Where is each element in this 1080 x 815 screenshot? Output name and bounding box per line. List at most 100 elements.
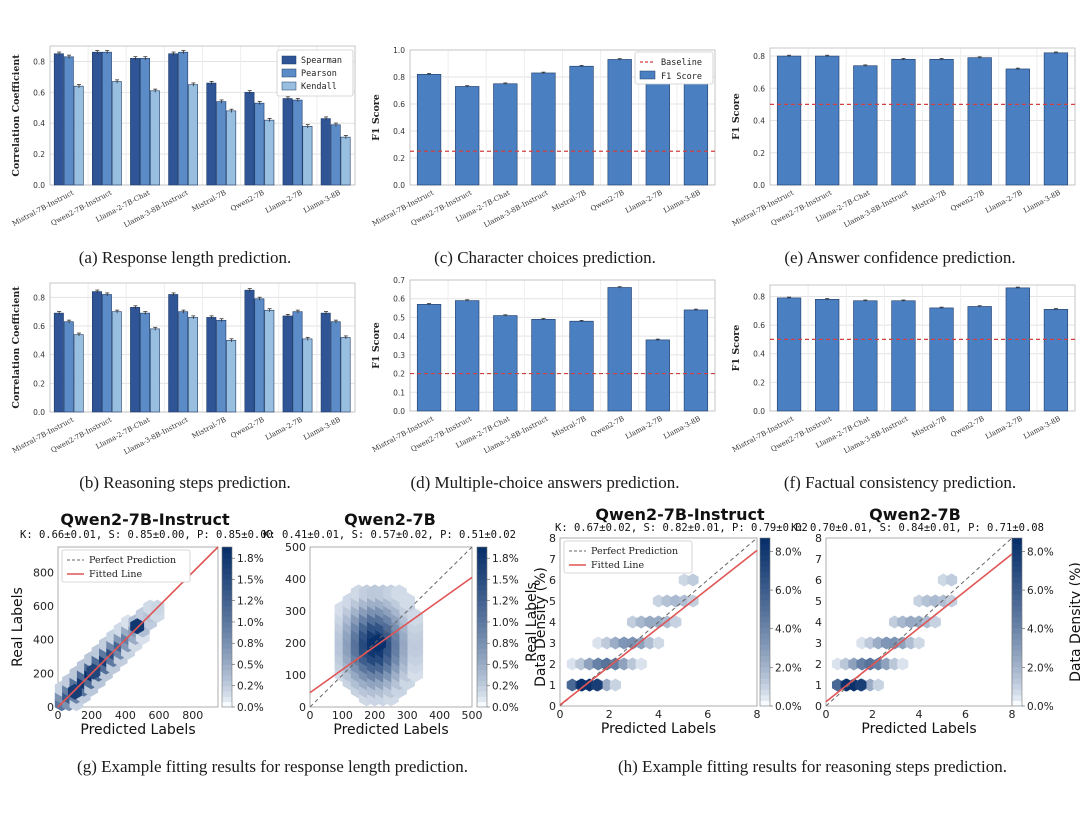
heatmap-panel-g2: 0 100 200 300 400 500 0 100 200 300 400 500 Predicte… xyxy=(265,540,549,750)
colorbar-segment xyxy=(1012,627,1022,634)
y-tick-label: 100 xyxy=(285,669,306,682)
colorbar-segment xyxy=(222,632,232,639)
bar xyxy=(140,58,150,186)
bar xyxy=(92,51,102,186)
x-tick-label: Llama-3-8B-Instruct xyxy=(483,415,550,456)
caption-d: (d) Multiple-choice answers prediction. xyxy=(410,473,680,492)
axes-frame xyxy=(769,284,1076,412)
bar xyxy=(569,320,594,412)
heatmap-subtitle-g2: K: 0.41±0.01, S: 0.57±0.02, P: 0.51±0.02 xyxy=(263,529,516,541)
bar xyxy=(302,338,313,413)
colorbar-segment xyxy=(477,680,487,687)
density-hexbin xyxy=(592,657,604,671)
fitted-line xyxy=(825,553,1013,703)
y-tick-label: 0.8 xyxy=(33,293,45,302)
colorbar-segment xyxy=(760,638,770,645)
colorbar-segment xyxy=(477,616,487,623)
colorbar-segment xyxy=(222,568,232,575)
bar xyxy=(178,311,189,413)
colorbar-segment xyxy=(222,685,232,692)
density-hexbin xyxy=(635,615,647,629)
colorbar-frame xyxy=(221,546,233,708)
legend-swatch xyxy=(281,81,297,91)
colorbar-segment xyxy=(1012,538,1022,545)
colorbar-label: Data Density (%) xyxy=(1068,562,1080,682)
colorbar-segment xyxy=(222,664,232,671)
colorbar-segment xyxy=(477,557,487,564)
bar xyxy=(140,312,150,413)
bar xyxy=(853,300,878,412)
colorbar-tick-label: 1.0% xyxy=(492,617,519,629)
colorbar-tick-label: 1.2% xyxy=(237,596,264,608)
colorbar-segment xyxy=(1012,689,1022,696)
y-axis-label: F1 Score xyxy=(371,322,382,369)
colorbar-segment xyxy=(477,579,487,585)
y-tick-label: 0.4 xyxy=(753,350,765,359)
colorbar-segment xyxy=(477,605,487,612)
x-tick-label: Mistral-7B-Instruct xyxy=(371,189,435,228)
chart-panel-f: 0.0 0.2 0.4 0.6 0.8 Mistral-7B-Instruct Qwen2-… xyxy=(720,275,1080,470)
x-tick-label: 100 xyxy=(332,709,353,722)
colorbar-tick-label: 1.5% xyxy=(492,574,519,586)
colorbar-segment xyxy=(222,563,232,569)
colorbar-segment xyxy=(760,554,770,561)
y-axis-label: Real Labels xyxy=(10,587,26,667)
density-hexbin xyxy=(687,573,699,587)
x-tick-label: Llama-3-8B xyxy=(662,415,702,441)
bar xyxy=(101,51,112,186)
legend-swatch xyxy=(639,70,656,80)
colorbar-segment xyxy=(477,563,487,569)
y-tick-label: 7 xyxy=(549,553,556,566)
colorbar-segment xyxy=(222,547,232,553)
density-hexbin xyxy=(609,636,621,650)
colorbar-segment xyxy=(1012,661,1022,668)
y-tick-label: 0.4 xyxy=(753,117,765,126)
x-tick-label: Qwen2-7B xyxy=(229,416,265,440)
bar xyxy=(302,126,313,186)
colorbar-segment xyxy=(222,696,232,703)
x-tick-label: Qwen2-7B xyxy=(589,189,625,213)
colorbar-segment xyxy=(1012,666,1022,673)
colorbar-segment xyxy=(760,655,770,662)
caption-f: (f) Factual consistency prediction. xyxy=(783,473,1017,492)
x-axis-label: Predicted Labels xyxy=(80,722,195,738)
chart-d-svg: 0.0 0.1 0.2 0.3 0.4 0.5 0.6 0.7 Mistral-7B-Instr… xyxy=(371,276,716,456)
bar xyxy=(149,328,160,413)
colorbar-segment xyxy=(477,573,487,580)
x-tick-label: 300 xyxy=(397,709,418,722)
density-hexbin xyxy=(609,657,621,671)
bar xyxy=(569,65,594,186)
heatmap-title-g1: Qwen2-7B-Instruct xyxy=(60,510,230,529)
colorbar-segment xyxy=(1012,571,1022,578)
legend-label: Spearman xyxy=(301,56,342,66)
y-tick-label: 0 xyxy=(549,700,556,713)
bar xyxy=(929,58,954,186)
x-tick-label: 2 xyxy=(606,708,613,721)
chart-a-svg: 0.0 0.2 0.4 0.6 0.8 Mistral-7B-Instruct Qwen2-… xyxy=(11,45,356,229)
colorbar-segment xyxy=(760,672,770,679)
colorbar-segment xyxy=(760,616,770,623)
y-tick-label: 3 xyxy=(815,637,822,650)
bar xyxy=(330,321,341,413)
x-tick-label: Llama-2-7B xyxy=(984,415,1024,441)
x-tick-label: Llama-3-8B xyxy=(662,189,702,215)
x-tick-label: 8 xyxy=(1009,708,1016,721)
x-tick-label: 400 xyxy=(429,709,450,722)
colorbar-segment xyxy=(222,595,232,601)
legend-label: Fitted Line xyxy=(591,560,644,571)
density-hexbin xyxy=(592,636,604,650)
bar xyxy=(853,65,878,186)
colorbar-segment xyxy=(477,701,487,708)
colorbar-segment xyxy=(477,584,487,591)
fitted-line xyxy=(309,576,473,694)
chart-panel-c: 0.0 0.2 0.4 0.6 0.8 1.0 Mistral-7B-Instruct Qwe… xyxy=(360,38,720,243)
colorbar-segment xyxy=(760,683,770,690)
bar xyxy=(130,307,141,413)
density-hexbin xyxy=(635,657,647,671)
colorbar-tick-label: 1.5% xyxy=(237,574,264,586)
y-tick-label: 0.3 xyxy=(393,351,405,360)
x-tick-label: Llama-2-7B xyxy=(264,189,304,215)
y-tick-label: 1.0 xyxy=(393,46,405,55)
colorbar-segment xyxy=(1012,672,1022,679)
